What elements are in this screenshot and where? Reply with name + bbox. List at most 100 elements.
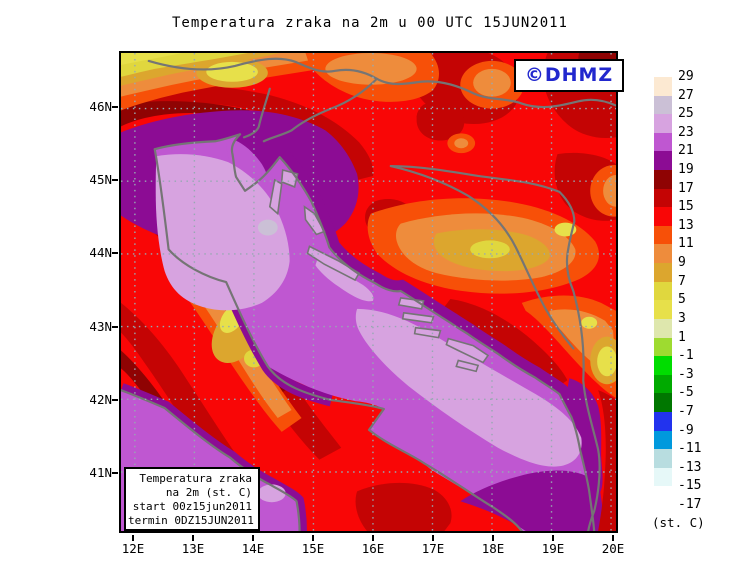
colorbar-cell (654, 337, 672, 357)
x-tick-label: 20E (601, 541, 625, 556)
y-tick-mark (112, 399, 118, 401)
x-tick-mark (132, 535, 134, 541)
colorbar-cell (654, 393, 672, 412)
x-tick-label: 17E (421, 541, 445, 556)
contour-shape (306, 245, 361, 282)
colorbar-cell (654, 356, 672, 375)
colorbar-tick-label: -7 (678, 403, 694, 419)
colorbar-tick-label: 25 (678, 106, 694, 122)
y-tick-label: 42N (89, 392, 112, 407)
colorbar-cell (654, 225, 672, 245)
temperature-field-map (121, 53, 616, 531)
colorbar-tick-label: 27 (678, 87, 694, 103)
contour-shape (268, 178, 283, 216)
colorbar-tick-label: -9 (678, 422, 694, 438)
alpine-border (147, 57, 616, 109)
contour-shape (603, 174, 616, 207)
contour-shape (155, 154, 290, 311)
slovenia-croatia-border (262, 77, 379, 143)
colorbar-tick-label: -11 (678, 441, 702, 457)
adriatic-islands (268, 169, 490, 373)
x-tick-mark (192, 535, 194, 541)
colorbar-cell (654, 449, 672, 468)
colorbar-tick-label: 9 (678, 255, 686, 271)
colorbar-unit-label: (st. C) (652, 515, 705, 530)
info-line: start 00z15jun2011 (132, 500, 252, 513)
contour-shape (206, 61, 258, 82)
colorbar-cell (654, 77, 672, 96)
colorbar-cell (654, 207, 672, 226)
contour-shape (121, 53, 248, 77)
x-tick-label: 14E (241, 541, 265, 556)
warm-sea-cores (155, 154, 582, 503)
colorbar-cell (654, 132, 672, 152)
dhmz-watermark-box: ©DHMZ (514, 59, 624, 92)
colorbar-cell (654, 244, 672, 264)
colorbar-tick-label: 7 (678, 273, 686, 289)
map-area: ©DHMZ Temperatura zraka na 2m (st. C) st… (119, 51, 624, 533)
y-tick-label: 41N (89, 465, 112, 480)
colorbar-cell (654, 411, 672, 431)
map-info-box: Temperatura zraka na 2m (st. C) start 00… (124, 467, 260, 531)
colorbar-cell (654, 263, 672, 282)
colorbar-cell (654, 170, 672, 189)
x-tick-label: 18E (481, 541, 505, 556)
y-tick-mark (112, 326, 118, 328)
x-tick-label: 16E (361, 541, 385, 556)
y-tick-mark (112, 179, 118, 181)
contour-shape (581, 316, 598, 329)
colorbar-cell (654, 374, 672, 394)
dinaric-border (389, 164, 575, 350)
colorbar-cell (654, 188, 672, 208)
contour-shape (470, 240, 510, 259)
colorbar-cell (654, 486, 672, 505)
colorbar-tick-label: 5 (678, 292, 686, 308)
colorbar-tick-label: 17 (678, 180, 694, 196)
colorbar-tick-label: 23 (678, 124, 694, 140)
dhmz-label: ©DHMZ (524, 64, 614, 86)
y-tick-label: 44N (89, 245, 112, 260)
contour-shape (325, 53, 417, 85)
colorbar-cell (654, 430, 672, 450)
contour-shape (454, 138, 469, 149)
croatian-coastline (230, 133, 596, 531)
contour-shape (445, 337, 490, 364)
page-title: Temperatura zraka na 2m u 00 UTC 15JUN20… (171, 15, 568, 31)
colorbar-tick-label: 1 (678, 329, 686, 345)
colorbar-cell (654, 318, 672, 338)
info-line: na 2m (st. C) (165, 486, 252, 499)
colorbar-cell (654, 467, 672, 487)
colorbar-tick-label: 11 (678, 236, 694, 252)
y-tick-label: 46N (89, 99, 112, 114)
colorbar-tick-label: -17 (678, 497, 702, 512)
x-tick-label: 13E (181, 541, 205, 556)
contour-shape (315, 259, 374, 302)
colorbar-tick-label: 19 (678, 162, 694, 178)
info-line: termin 0DZ15JUN2011 (128, 514, 254, 527)
x-tick-mark (312, 535, 314, 541)
colorbar-tick-label: -13 (678, 459, 702, 475)
y-tick-mark (112, 106, 118, 108)
y-tick-mark (112, 472, 118, 474)
contour-shape (455, 359, 480, 373)
contour-shape (121, 53, 183, 65)
x-tick-label: 12E (121, 541, 145, 556)
colorbar-cell (654, 300, 672, 319)
colorbar-tick-label: 29 (678, 69, 694, 84)
x-tick-mark (552, 535, 554, 541)
contour-shape (257, 219, 278, 236)
x-tick-mark (372, 535, 374, 541)
colorbar-tick-label: -15 (678, 478, 702, 494)
info-line: Temperatura zraka (139, 472, 252, 485)
sava-border (389, 164, 601, 531)
contour-shape (355, 482, 452, 531)
colorbar-tick-label: 21 (678, 143, 694, 159)
italy-slovenia-border (242, 87, 271, 139)
x-tick-label: 19E (541, 541, 565, 556)
contour-shape (257, 484, 286, 503)
y-tick-label: 43N (89, 319, 112, 334)
contour-shape (401, 311, 435, 324)
colorbar-tick-label: 3 (678, 310, 686, 326)
graticule (121, 53, 616, 531)
